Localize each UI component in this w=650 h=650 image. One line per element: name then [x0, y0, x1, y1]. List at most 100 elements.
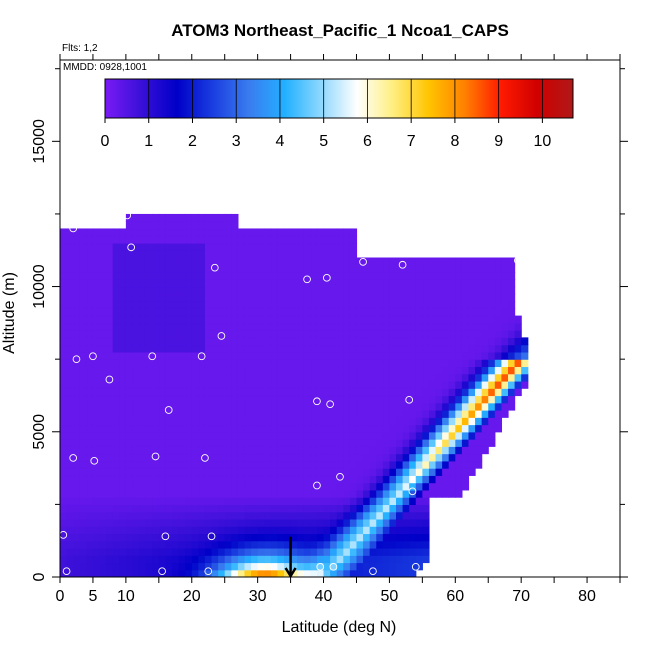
heatmap-cell: [191, 489, 199, 498]
heatmap-cell: [125, 250, 134, 259]
heatmap-cell: [99, 482, 107, 491]
heatmap-cell: [343, 330, 351, 338]
heatmap-cell: [99, 562, 107, 571]
heatmap-cell: [349, 402, 358, 411]
heatmap-cell: [455, 475, 463, 484]
heatmap-cell: [343, 453, 351, 462]
heatmap-cell: [422, 293, 430, 302]
heatmap-cell: [310, 330, 318, 338]
heatmap-cell: [158, 569, 167, 577]
heatmap-cell: [218, 308, 226, 317]
heatmap-cell: [349, 562, 358, 571]
heatmap-cell: [402, 460, 410, 469]
heatmap-cell: [198, 235, 206, 244]
heatmap-cell: [264, 526, 272, 535]
heatmap-cell: [264, 301, 272, 309]
heatmap-cell: [99, 264, 107, 273]
heatmap-cell: [172, 315, 180, 324]
heatmap-cell: [349, 446, 358, 455]
heatmap-cell: [310, 228, 318, 237]
heatmap-cell: [125, 242, 134, 251]
heatmap-cell: [204, 431, 213, 440]
heatmap-cell: [73, 402, 81, 411]
heatmap-cell: [237, 359, 246, 368]
heatmap-cell: [349, 373, 358, 382]
heatmap-cell: [336, 330, 344, 338]
heatmap-cell: [211, 424, 219, 433]
heatmap-cell: [349, 409, 358, 418]
heatmap-cell: [514, 359, 522, 368]
heatmap-cell: [251, 482, 259, 491]
heatmap-cell: [415, 388, 423, 397]
heatmap-cell: [501, 272, 509, 280]
heatmap-cell: [303, 395, 311, 404]
heatmap-cell: [79, 518, 87, 527]
heatmap-cell: [92, 322, 101, 331]
heatmap-cell: [73, 555, 81, 564]
heatmap-cell: [264, 337, 272, 346]
heatmap-cell: [92, 366, 101, 375]
heatmap-cell: [158, 562, 167, 571]
heatmap-cell: [218, 453, 226, 462]
heatmap-cell: [224, 380, 232, 389]
heatmap-cell: [237, 264, 246, 273]
heatmap-cell: [428, 424, 437, 433]
heatmap-cell: [244, 439, 252, 447]
heatmap-cell: [396, 562, 404, 571]
sample-point: [369, 567, 377, 576]
heatmap-cell: [244, 395, 252, 404]
heatmap-cell: [218, 337, 226, 346]
heatmap-cell: [112, 366, 120, 375]
heatmap-cell: [231, 562, 239, 571]
heatmap-cell: [277, 279, 285, 288]
heatmap-cell: [185, 373, 193, 382]
heatmap-cell: [106, 402, 114, 411]
heatmap-cell: [514, 351, 522, 360]
heatmap-cell: [66, 504, 74, 513]
heatmap-cell: [73, 264, 81, 273]
colorbar-tick-label: 10: [533, 133, 551, 150]
heatmap-cell: [158, 497, 167, 505]
heatmap-cell: [448, 489, 456, 498]
heatmap-cell: [422, 453, 430, 462]
heatmap-cell: [455, 380, 463, 389]
heatmap-cell: [442, 431, 450, 440]
heatmap-cell: [158, 221, 167, 230]
heatmap-cell: [356, 322, 364, 331]
heatmap-cell: [297, 380, 305, 389]
heatmap-cell: [508, 322, 516, 331]
heatmap-cell: [257, 315, 265, 324]
heatmap-cell: [66, 497, 74, 505]
heatmap-cell: [270, 330, 279, 338]
heatmap-cell: [139, 460, 147, 469]
heatmap-cell: [257, 395, 265, 404]
heatmap-cell: [218, 431, 226, 440]
heatmap-cell: [290, 279, 298, 288]
heatmap-cell: [330, 322, 338, 331]
heatmap-cell: [198, 221, 206, 230]
heatmap-cell: [415, 293, 423, 302]
heatmap-cell: [172, 395, 180, 404]
heatmap-cell: [494, 402, 503, 411]
heatmap-cell: [60, 293, 68, 302]
heatmap-cell: [501, 286, 509, 295]
heatmap-cell: [363, 279, 371, 288]
heatmap-cell: [86, 518, 94, 527]
heatmap-cell: [428, 446, 437, 455]
heatmap-cell: [198, 417, 206, 426]
heatmap-cell: [409, 322, 417, 331]
heatmap-cell: [435, 475, 443, 484]
heatmap-cell: [264, 344, 272, 353]
heatmap-cell: [185, 286, 193, 295]
heatmap-cell: [349, 337, 358, 346]
heatmap-cell: [277, 242, 285, 251]
heatmap-cell: [92, 518, 101, 527]
heatmap-cell: [336, 272, 344, 280]
heatmap-cell: [178, 228, 186, 237]
heatmap-cell: [237, 344, 246, 353]
heatmap-cell: [125, 504, 134, 513]
heatmap-cell: [112, 482, 120, 491]
heatmap-cell: [165, 504, 173, 513]
heatmap-cell: [461, 468, 470, 476]
heatmap-cell: [481, 373, 489, 382]
